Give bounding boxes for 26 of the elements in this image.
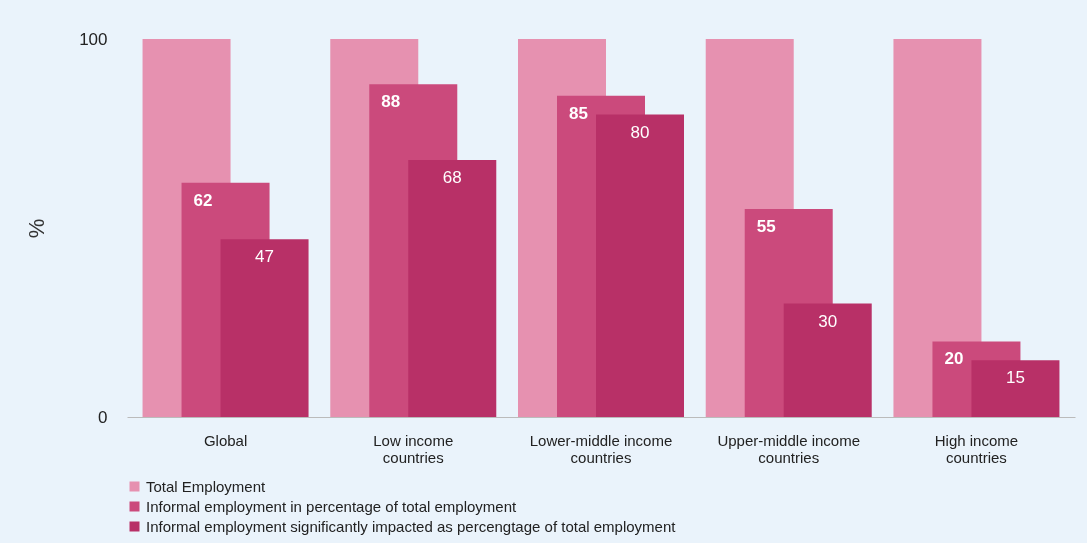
bar [971, 360, 1060, 417]
data-label: 47 [255, 247, 275, 267]
bar [220, 239, 309, 417]
x-tick-label: High income countries [934, 431, 1019, 466]
data-label: 80 [630, 122, 650, 142]
bar [783, 303, 872, 417]
legend-label: Informal employment in percentage of total employment [146, 497, 518, 515]
legend-label: Informal employment significantly impacted as percengtage of total employment [146, 517, 677, 535]
legend-label: Total Employment [146, 477, 267, 495]
data-label: 85 [569, 103, 588, 123]
data-label: 55 [756, 217, 776, 237]
data-label: 15 [1005, 368, 1025, 388]
data-label: 68 [442, 167, 462, 187]
y-tick-label: 100 [79, 29, 108, 49]
bar [408, 159, 497, 417]
x-tick-label: Low income countries [373, 431, 454, 466]
y-axis-title: % [24, 218, 50, 239]
data-label: 30 [818, 311, 838, 331]
bar [596, 114, 684, 417]
x-tick-label: Upper-middle income countries [717, 431, 860, 466]
x-tick-label: Global [203, 431, 248, 449]
data-label: 20 [944, 349, 964, 369]
data-label: 88 [381, 92, 401, 112]
y-tick-label: 0 [98, 407, 108, 427]
data-label: 62 [193, 190, 213, 210]
x-tick-label: Lower-middle income countries [529, 431, 673, 466]
